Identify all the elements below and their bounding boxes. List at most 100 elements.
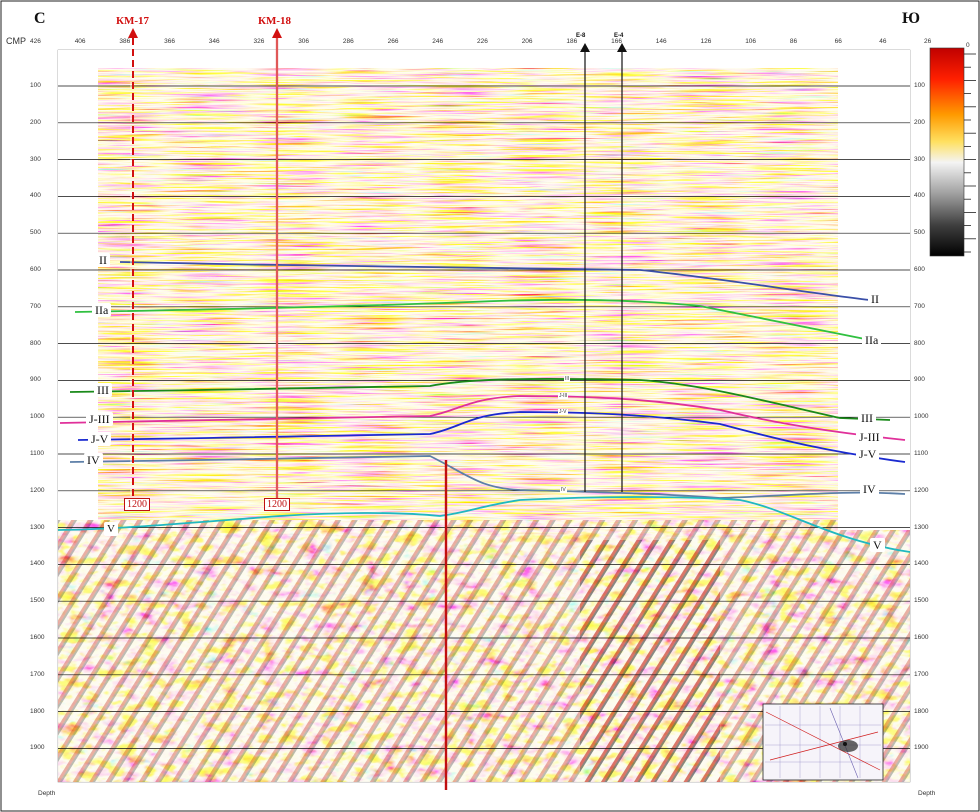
cmp-axis-label: CMP bbox=[6, 36, 26, 46]
horizon-JV-label-right: J-V bbox=[856, 447, 880, 461]
well-e8-label: Е-8 bbox=[576, 33, 586, 39]
horizon-JV-line bbox=[77, 411, 906, 463]
depth-tick-label: 1100 bbox=[914, 450, 928, 457]
depth-tick-label: 1500 bbox=[30, 597, 45, 605]
cmp-tick-label: 326 bbox=[253, 38, 265, 45]
depth-tick-label: 300 bbox=[30, 155, 41, 163]
horizon-JIII-line bbox=[59, 395, 906, 441]
depth-tick-label: 1900 bbox=[30, 744, 45, 752]
horizon-IIa-label-left: IIa bbox=[92, 303, 112, 317]
horizon-III-line bbox=[69, 377, 891, 421]
depth-tick-label: 1300 bbox=[30, 523, 45, 531]
cmp-tick-label: 66 bbox=[834, 38, 842, 45]
depth-tick-label: 1300 bbox=[914, 523, 929, 531]
depth-tick-label: 500 bbox=[30, 229, 41, 237]
cmp-tick-label: 286 bbox=[342, 38, 354, 45]
depth-tick-label: 1700 bbox=[30, 670, 45, 678]
cmp-tick-label: 406 bbox=[74, 38, 86, 45]
cmp-tick-label: 366 bbox=[164, 38, 175, 45]
well-e4-label: Е-4 bbox=[614, 33, 624, 39]
cmp-tick-label: 146 bbox=[655, 38, 667, 45]
well-tag-JV: J-V bbox=[558, 409, 568, 415]
depth-tick-label: 1000 bbox=[30, 413, 45, 421]
well-tag-JIII: J-III bbox=[558, 393, 569, 399]
horizon-II-label-right: II bbox=[868, 292, 882, 306]
cmp-tick-label: 306 bbox=[298, 38, 310, 45]
depth-tick-label: 300 bbox=[914, 155, 925, 163]
depth-tick-label: 600 bbox=[914, 266, 925, 273]
horizon-II-label-left: II bbox=[96, 253, 110, 267]
seismic-upper-reflectors bbox=[98, 68, 838, 538]
cmp-tick-label: 186 bbox=[566, 38, 578, 45]
horizon-IV-line bbox=[69, 455, 906, 499]
inset-location-map bbox=[762, 703, 884, 781]
depth-axis-label-left: Depth bbox=[38, 790, 56, 797]
horizon-JIII-label-left: J-III bbox=[86, 412, 113, 426]
colorbar-ticks bbox=[964, 53, 976, 253]
cmp-tick-label: 126 bbox=[700, 38, 712, 45]
depth-tick-label: 600 bbox=[30, 266, 41, 273]
depth-tick-label: 1800 bbox=[30, 707, 45, 715]
well-km17-label: КМ-17 bbox=[116, 15, 150, 27]
cmp-tick-label: 166 bbox=[611, 38, 622, 45]
horizon-III-label-left: III bbox=[94, 383, 112, 397]
cmp-tick-label: 346 bbox=[208, 38, 220, 45]
depth-tick-label: 700 bbox=[914, 302, 925, 310]
depth-tick-label: 1100 bbox=[30, 450, 44, 457]
depth-tick-label: 1400 bbox=[30, 560, 45, 568]
horizon-V-label-left: V bbox=[104, 522, 118, 536]
horizon-JV-label-left: J-V bbox=[88, 432, 112, 446]
cmp-tick-label: 86 bbox=[789, 38, 798, 45]
horizon-IV-label-left: IV bbox=[84, 453, 103, 467]
depth-tick-label: 1500 bbox=[914, 597, 929, 605]
depth-tick-label: 500 bbox=[914, 229, 925, 237]
well-km18 bbox=[272, 28, 282, 498]
depth-tick-label: 1200 bbox=[914, 486, 929, 494]
depth-tick-label: 1000 bbox=[914, 413, 929, 421]
depth-tick-label: 100 bbox=[914, 82, 925, 89]
depth-tick-label: 100 bbox=[30, 82, 41, 89]
horizon-V-label-right: V bbox=[870, 538, 885, 552]
cmp-tick-label: 246 bbox=[432, 38, 444, 45]
horizon-IV-label-right: IV bbox=[860, 482, 879, 496]
direction-north-label: С bbox=[34, 10, 46, 27]
depth-tick-label: 400 bbox=[30, 192, 41, 200]
depth-tick-label: 200 bbox=[30, 118, 41, 126]
depth-tick-label: 1200 bbox=[30, 486, 45, 494]
depth-axis-label-right: Depth bbox=[918, 790, 936, 797]
cmp-tick-label: 46 bbox=[879, 38, 887, 45]
cmp-tick-label: 226 bbox=[477, 38, 488, 45]
cmp-tick-label: 26 bbox=[924, 38, 932, 45]
well-tag-IV: IV bbox=[560, 487, 567, 493]
depth-tick-label: 1600 bbox=[30, 634, 45, 641]
horizon-lines bbox=[57, 261, 911, 553]
horizon-III-label-right: III bbox=[858, 411, 876, 425]
depth-tick-label: 1700 bbox=[914, 670, 929, 678]
depth-tick-label: 900 bbox=[914, 376, 925, 384]
cmp-tick-label: 386 bbox=[119, 38, 131, 45]
cmp-tick-label: 426 bbox=[30, 38, 41, 45]
colorbar-tick-zero: 0 bbox=[966, 42, 970, 49]
depth-tick-label: 1400 bbox=[914, 560, 929, 568]
cmp-tick-label: 206 bbox=[521, 38, 533, 45]
horizon-II-line bbox=[119, 261, 871, 301]
well-tag-III: III bbox=[564, 376, 571, 382]
depth-tick-label: 1900 bbox=[914, 744, 929, 752]
cmp-tick-label: 266 bbox=[387, 38, 399, 45]
well-km18-depth-tag: 1200 bbox=[264, 498, 290, 511]
horizon-V-line bbox=[57, 496, 911, 553]
well-km17-depth-tag: 1200 bbox=[124, 498, 150, 511]
well-km17 bbox=[128, 28, 138, 498]
direction-south-label: Ю bbox=[902, 10, 921, 27]
depth-tick-label: 1800 bbox=[914, 707, 929, 715]
horizon-IIa-line bbox=[74, 299, 881, 343]
well-e8 bbox=[580, 43, 590, 492]
depth-tick-label: 900 bbox=[30, 376, 41, 384]
depth-tick-label: 800 bbox=[30, 339, 41, 347]
well-km18-label: КМ-18 bbox=[258, 15, 292, 27]
cmp-tick-label: 106 bbox=[745, 38, 757, 45]
horizon-JIII-label-right: J-III bbox=[856, 430, 883, 444]
depth-tick-label: 700 bbox=[30, 302, 41, 310]
depth-tick-label: 1600 bbox=[914, 634, 929, 641]
well-e4 bbox=[617, 43, 627, 492]
